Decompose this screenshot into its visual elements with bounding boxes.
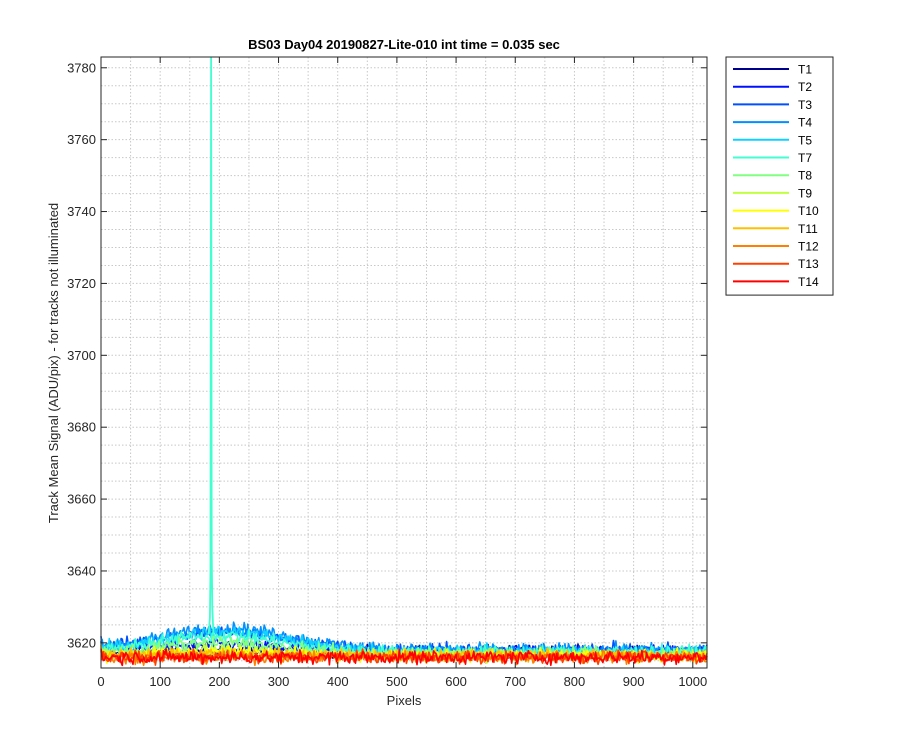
x-tick-label: 400 bbox=[327, 674, 349, 689]
y-tick-label: 3760 bbox=[67, 132, 96, 147]
legend-label-t12: T12 bbox=[798, 240, 819, 254]
x-axis-label: Pixels bbox=[387, 693, 422, 708]
y-axis-label: Track Mean Signal (ADU/pix) - for tracks… bbox=[46, 203, 61, 523]
series-line-t14 bbox=[100, 648, 708, 667]
plot-area bbox=[101, 57, 707, 668]
plot-frame bbox=[100, 56, 708, 669]
ticks: 0 100 200 300 400 500 600 700 800 900 1000 3620 3640… bbox=[67, 57, 707, 689]
y-tick-label: 3620 bbox=[67, 635, 96, 650]
y-tick-label: 3780 bbox=[67, 60, 96, 75]
x-tick-label: 600 bbox=[445, 674, 467, 689]
legend-label-t8: T8 bbox=[798, 169, 812, 183]
legend-label-t1: T1 bbox=[798, 63, 812, 77]
legend-label-t9: T9 bbox=[798, 186, 812, 200]
y-tick-label: 3740 bbox=[67, 204, 96, 219]
legend-label-t3: T3 bbox=[798, 98, 812, 112]
y-tick-label: 3680 bbox=[67, 420, 96, 435]
y-tick-label: 3700 bbox=[67, 348, 96, 363]
y-tick-label: 3640 bbox=[67, 563, 96, 578]
x-tick-label: 100 bbox=[149, 674, 171, 689]
legend-label-t4: T4 bbox=[798, 116, 812, 130]
y-tick-label: 3660 bbox=[67, 492, 96, 507]
x-tick-label: 300 bbox=[268, 674, 290, 689]
x-tick-label: 800 bbox=[564, 674, 586, 689]
legend-label-t13: T13 bbox=[798, 257, 819, 271]
x-tick-label: 500 bbox=[386, 674, 408, 689]
x-tick-label: 1000 bbox=[678, 674, 707, 689]
legend-label-t5: T5 bbox=[798, 133, 812, 147]
x-tick-label: 200 bbox=[209, 674, 231, 689]
x-tick-label: 900 bbox=[623, 674, 645, 689]
chart-title: BS03 Day04 20190827-Lite-010 int time = … bbox=[248, 37, 560, 52]
legend-label-t11: T11 bbox=[798, 222, 818, 236]
legend-label-t7: T7 bbox=[798, 151, 812, 165]
legend-label-t14: T14 bbox=[798, 275, 819, 289]
grid bbox=[101, 57, 707, 668]
legend: T1 T2 T3 T4 T5 T7 T8 T9 T10 T11 T12 T13 T14 bbox=[725, 56, 834, 296]
x-tick-label: 0 bbox=[97, 674, 104, 689]
x-tick-label: 700 bbox=[504, 674, 526, 689]
y-tick-label: 3720 bbox=[67, 276, 96, 291]
legend-label-t2: T2 bbox=[798, 80, 812, 94]
legend-label-t10: T10 bbox=[798, 204, 819, 218]
